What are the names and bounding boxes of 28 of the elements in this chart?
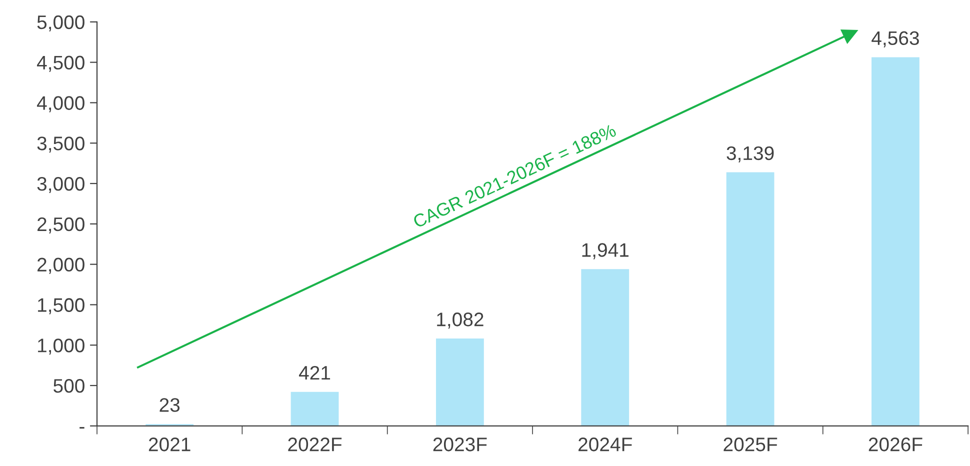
bar	[581, 269, 630, 426]
y-tick-label: 1,500	[38, 298, 84, 314]
y-tick-label: 3,000	[37, 176, 84, 194]
bar	[290, 392, 339, 426]
y-tick-label: 5,000	[37, 15, 84, 32]
data-label: 421	[298, 366, 330, 380]
y-tick-label: 1,000	[38, 338, 84, 355]
data-label: 3,139	[726, 146, 774, 162]
y-tick-label: 500	[54, 378, 84, 393]
y-tick-label: 4,500	[36, 56, 84, 72]
data-label: 1,941	[582, 243, 628, 260]
y-tick-label: -	[80, 427, 84, 429]
y-tick-label: 4,000	[36, 96, 84, 112]
data-label: 4,563	[872, 31, 919, 48]
x-tick-label: 2024F	[578, 438, 632, 452]
x-tick-label: 2022F	[288, 438, 342, 452]
x-tick-label: 2025F	[724, 438, 778, 452]
y-tick-label: 2,500	[38, 217, 84, 234]
y-tick-label: 2,000	[38, 258, 84, 274]
data-label: 23	[160, 398, 180, 412]
x-tick-label: 2026F	[868, 438, 922, 452]
bar	[436, 338, 484, 426]
bar	[726, 172, 774, 426]
y-tick-label: 3,500	[37, 136, 84, 153]
x-tick-label: 2023F	[433, 438, 487, 452]
data-label: 1,082	[437, 312, 484, 329]
x-tick-label: 2021	[148, 438, 190, 452]
bar	[872, 57, 920, 426]
